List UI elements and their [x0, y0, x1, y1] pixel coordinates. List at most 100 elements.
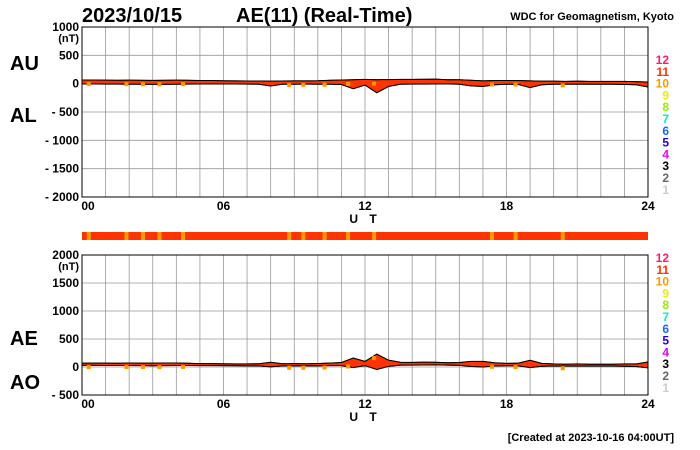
legend-item: 3	[662, 357, 669, 371]
station-count-marker	[157, 365, 162, 370]
y-tick-label: - 2000	[45, 190, 79, 204]
x-tick-label: 24	[641, 199, 655, 213]
station-count-marker	[301, 82, 306, 87]
strip-segment	[181, 232, 186, 240]
lower-series-label: AL	[10, 105, 37, 127]
legend-item: 4	[662, 345, 669, 359]
legend-item: 2	[662, 171, 669, 185]
strip-segment	[560, 232, 565, 240]
strip-segment	[489, 232, 494, 240]
legend-item: 1	[662, 381, 669, 395]
x-tick-label: 00	[81, 397, 95, 411]
station-count-marker	[513, 82, 518, 87]
strip-segment	[124, 232, 129, 240]
y-tick-label: 1500	[52, 276, 79, 290]
y-tick-label: - 1500	[45, 162, 79, 176]
y-tick-label: 0	[72, 77, 79, 91]
station-count-marker	[489, 364, 494, 369]
strip-segment	[157, 232, 162, 240]
strip-base	[82, 232, 648, 240]
station-count-marker	[140, 82, 145, 87]
x-tick-label: 24	[641, 397, 655, 411]
station-count-strip	[82, 232, 648, 240]
legend-item: 11	[656, 65, 669, 79]
strip-segment	[322, 232, 327, 240]
au-al-panel: 1000 500 0 - 500 - 1000 - 1500 - 2000 (nT) 00 06 1…	[10, 20, 655, 226]
station-count-marker	[157, 82, 162, 87]
y-tick-label: 500	[59, 48, 79, 62]
legend-item: 3	[662, 159, 669, 173]
legend-item: 10	[656, 275, 670, 289]
legend-item: 5	[662, 136, 669, 150]
station-count-marker	[322, 365, 327, 370]
station-count-marker	[287, 365, 292, 370]
station-count-marker	[301, 365, 306, 370]
station-count-marker	[513, 365, 518, 370]
ae-ao-panel: 2000 1500 1000 500 0 - 500 (nT) 00 06 12 18 24 U T AE…	[10, 248, 655, 424]
station-count-marker	[346, 364, 351, 369]
legend-item: 7	[662, 310, 669, 324]
plot-frame	[81, 26, 649, 198]
legend-item: 8	[662, 298, 669, 312]
station-count-marker	[346, 81, 351, 86]
station-count-marker	[181, 364, 186, 369]
legend-item: 7	[662, 112, 669, 126]
legend-item: 6	[662, 322, 669, 336]
legend-item: 9	[662, 88, 669, 102]
x-tick-label: 06	[217, 397, 231, 411]
y-tick-label: - 500	[52, 388, 80, 402]
series-line-al	[82, 83, 649, 94]
lower-series-label: AO	[10, 372, 40, 394]
plot-frame	[81, 254, 649, 396]
station-count-marker	[86, 365, 91, 370]
y-tick-label: - 500	[52, 105, 80, 119]
upper-series-label: AE	[10, 328, 38, 350]
legend-item: 11	[656, 263, 669, 277]
chart-source: WDC for Geomagnetism, Kyoto	[510, 11, 674, 23]
legend-item: 6	[662, 124, 669, 138]
legend-item: 8	[662, 100, 669, 114]
strip-segment	[301, 232, 306, 240]
x-tick-label: 18	[500, 199, 514, 213]
station-count-marker	[372, 356, 377, 361]
y-tick-label: 1000	[52, 20, 79, 34]
y-tick-label: 0	[72, 360, 79, 374]
legend-item: 5	[662, 334, 669, 348]
strip-segment	[86, 232, 91, 240]
station-count-marker	[86, 81, 91, 86]
upper-series-label: AU	[10, 53, 39, 75]
x-axis-label: U T	[349, 212, 380, 226]
x-axis-label: U T	[349, 410, 380, 424]
legend-item: 4	[662, 147, 669, 161]
strip-segment	[140, 232, 145, 240]
station-count-marker	[124, 364, 129, 369]
station-count-marker	[124, 82, 129, 87]
station-count-marker	[560, 83, 565, 88]
legend-item: 12	[656, 251, 670, 265]
legend-item: 10	[656, 77, 670, 91]
strip-segment	[513, 232, 518, 240]
legend-item: 12	[656, 53, 670, 67]
legend-item: 2	[662, 369, 669, 383]
unit-label: (nT)	[58, 261, 79, 273]
station-count-marker	[322, 82, 327, 87]
series-line-ao	[82, 364, 649, 371]
x-tick-label: 06	[217, 199, 231, 213]
y-tick-label: 1000	[52, 304, 79, 318]
strip-segment	[346, 232, 351, 240]
unit-label: (nT)	[58, 33, 79, 45]
strip-segment	[372, 232, 377, 240]
x-tick-label: 18	[500, 397, 514, 411]
x-tick-label: 12	[358, 397, 372, 411]
y-tick-label: 2000	[52, 248, 79, 262]
station-count-marker	[489, 82, 494, 87]
station-count-marker	[560, 366, 565, 371]
y-tick-label: - 1000	[45, 133, 79, 147]
x-tick-label: 12	[358, 199, 372, 213]
station-count-marker	[287, 82, 292, 87]
x-tick-label: 00	[81, 199, 95, 213]
series-line-au	[82, 78, 649, 83]
